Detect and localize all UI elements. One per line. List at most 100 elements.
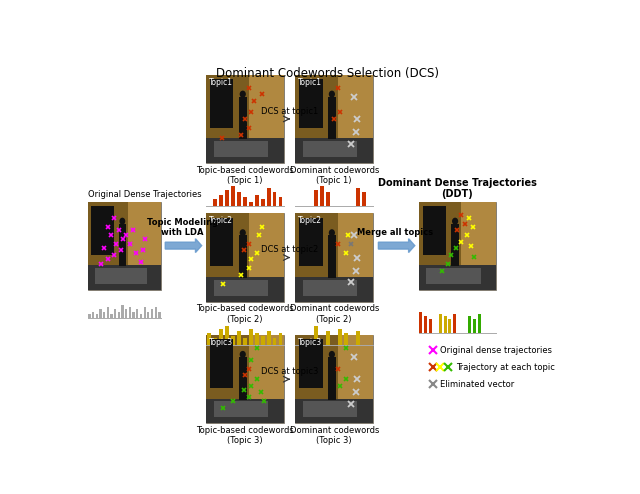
Bar	[88, 265, 161, 290]
Bar	[273, 462, 276, 467]
Bar	[206, 335, 284, 423]
Bar	[210, 218, 234, 266]
Bar	[338, 329, 342, 345]
Text: Dominant codewords
(Topic 1): Dominant codewords (Topic 1)	[289, 165, 379, 185]
Bar	[439, 314, 442, 332]
Text: Dominant Dense Trajectories
(DDT): Dominant Dense Trajectories (DDT)	[378, 178, 537, 200]
Bar	[279, 333, 282, 345]
Bar	[267, 448, 271, 467]
Bar	[225, 455, 228, 467]
Bar	[206, 399, 284, 423]
Text: Dominant Codewords Selection (DCS): Dominant Codewords Selection (DCS)	[216, 67, 440, 80]
Bar	[296, 75, 338, 163]
Bar	[344, 333, 348, 345]
Bar	[136, 309, 138, 318]
Ellipse shape	[329, 229, 335, 236]
Bar	[155, 307, 157, 318]
Bar	[107, 307, 109, 318]
Bar	[207, 333, 211, 345]
Bar	[261, 200, 264, 206]
Bar	[206, 213, 284, 302]
Bar	[296, 75, 373, 163]
Bar	[300, 339, 323, 388]
Bar	[206, 75, 284, 163]
Bar	[296, 335, 338, 423]
Bar	[99, 309, 102, 318]
Bar	[326, 331, 330, 345]
Bar	[362, 193, 365, 206]
Bar	[296, 213, 373, 302]
Bar	[214, 280, 268, 295]
Ellipse shape	[452, 218, 458, 225]
Text: Topic2: Topic2	[209, 216, 233, 225]
Text: Original dense trajectories: Original dense trajectories	[440, 346, 552, 355]
Bar	[151, 309, 153, 318]
Bar	[314, 190, 318, 206]
Text: Eliminated vector: Eliminated vector	[440, 380, 514, 389]
Text: DCS at topic3: DCS at topic3	[261, 367, 318, 376]
Text: DCS at topic1: DCS at topic1	[261, 107, 318, 116]
Bar	[214, 141, 268, 157]
Bar	[255, 460, 259, 467]
Bar	[419, 312, 422, 332]
Bar	[273, 338, 276, 345]
Bar	[92, 206, 113, 255]
Bar	[249, 335, 284, 423]
Bar	[261, 336, 264, 345]
Bar	[422, 206, 446, 255]
Bar	[328, 357, 336, 400]
Bar	[300, 79, 323, 128]
Bar	[128, 202, 161, 290]
Bar	[103, 312, 106, 318]
Bar	[88, 314, 91, 318]
Bar	[231, 336, 235, 345]
Bar	[206, 75, 249, 163]
Bar	[261, 455, 264, 467]
Bar	[320, 186, 324, 206]
Text: Topic-based codewords
(Topic 2): Topic-based codewords (Topic 2)	[196, 304, 294, 324]
Bar	[125, 309, 127, 318]
Bar	[239, 357, 246, 400]
Bar	[249, 75, 284, 163]
Ellipse shape	[239, 229, 246, 236]
Bar	[419, 202, 461, 290]
Bar	[249, 213, 284, 302]
Bar	[249, 329, 253, 345]
Bar	[219, 195, 223, 206]
Bar	[356, 188, 360, 206]
Bar	[249, 453, 253, 467]
Bar	[296, 335, 373, 423]
Bar	[296, 399, 373, 423]
Text: Dominant codewords
(Topic 3): Dominant codewords (Topic 3)	[289, 426, 379, 445]
Bar	[426, 268, 481, 284]
Bar	[451, 224, 459, 266]
Bar	[88, 202, 161, 290]
Bar	[473, 319, 476, 332]
Bar	[279, 457, 282, 467]
Text: Topic1: Topic1	[298, 78, 322, 87]
Bar	[255, 195, 259, 206]
Bar	[267, 331, 271, 345]
Bar	[419, 202, 496, 290]
Bar	[255, 333, 259, 345]
Text: Topic3: Topic3	[298, 338, 322, 347]
Text: Topic-based codewords
(Topic 3): Topic-based codewords (Topic 3)	[196, 426, 294, 445]
Bar	[296, 213, 338, 302]
Bar	[206, 277, 284, 302]
Bar	[296, 277, 373, 302]
Bar	[267, 188, 271, 206]
Bar	[328, 97, 336, 139]
Bar	[225, 190, 228, 206]
FancyArrow shape	[378, 239, 415, 252]
Text: Original Dense Trajectories: Original Dense Trajectories	[88, 190, 202, 200]
Bar	[210, 339, 234, 388]
Bar	[239, 97, 246, 139]
Bar	[249, 202, 253, 206]
Bar	[122, 305, 124, 318]
Bar	[449, 319, 451, 332]
Bar	[225, 327, 228, 345]
Bar	[140, 314, 142, 318]
Bar	[429, 319, 432, 332]
Bar	[213, 200, 217, 206]
Ellipse shape	[329, 351, 335, 358]
